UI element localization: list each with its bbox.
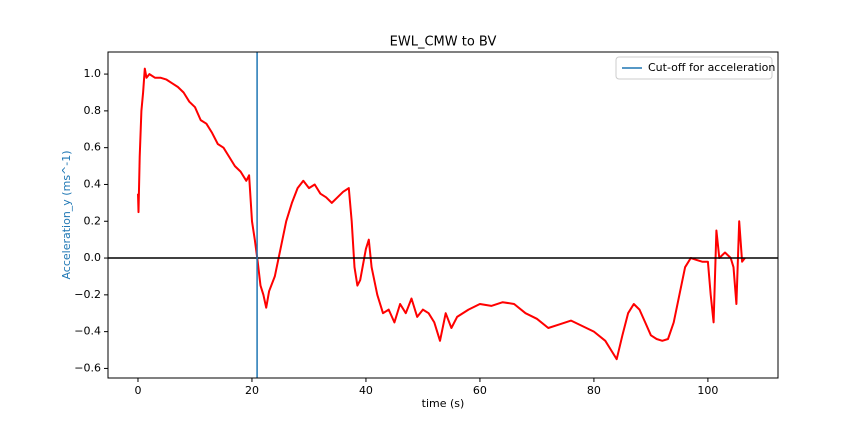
x-tick-label: 40: [359, 384, 373, 397]
x-axis-label: time (s): [422, 397, 465, 410]
x-tick-label: 100: [697, 384, 718, 397]
y-tick-label: 0.2: [84, 214, 102, 227]
y-tick-label: −0.2: [74, 288, 101, 301]
y-tick-label: 0.6: [84, 141, 102, 154]
y-tick-label: 0.4: [84, 177, 102, 190]
x-tick-label: 0: [134, 384, 141, 397]
y-tick-label: 0.8: [84, 104, 102, 117]
y-tick-label: −0.4: [74, 325, 101, 338]
y-tick-label: 0.0: [84, 251, 102, 264]
x-tick-label: 20: [245, 384, 259, 397]
x-tick-label: 60: [473, 384, 487, 397]
legend-label: Cut-off for acceleration: [648, 61, 775, 74]
x-tick-label: 80: [587, 384, 601, 397]
plot-frame: [107, 51, 779, 379]
y-axis-label: Acceleration_y (ms^-1): [60, 150, 73, 279]
y-tick-label: −0.6: [74, 361, 101, 374]
y-tick-label: 1.0: [84, 67, 102, 80]
chart-title: EWL_CMW to BV: [390, 35, 497, 50]
legend-box: [615, 56, 773, 80]
data-line: [137, 67, 746, 361]
